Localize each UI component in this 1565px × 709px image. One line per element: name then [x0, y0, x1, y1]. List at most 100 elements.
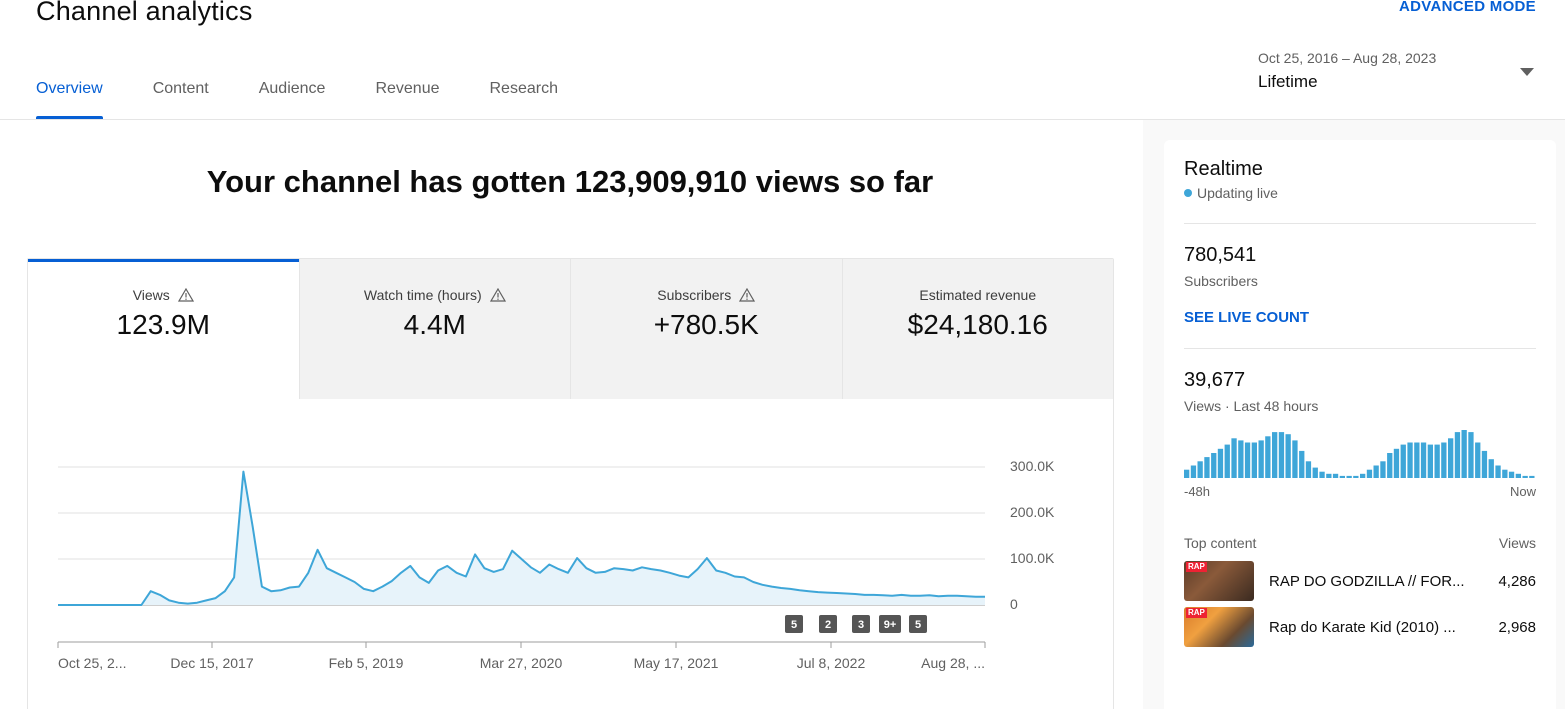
- realtime-bar: [1197, 461, 1203, 478]
- metric-tab-estimated-revenue[interactable]: Estimated revenue $24,180.16: [841, 259, 1113, 399]
- realtime-bar: [1272, 432, 1278, 478]
- y-tick-label: 200.0K: [1010, 504, 1055, 520]
- tab-audience[interactable]: Audience: [258, 80, 326, 97]
- annotation-marker[interactable]: 3: [852, 615, 870, 633]
- annotation-marker[interactable]: 9+: [879, 615, 901, 633]
- metric-label: Views: [132, 287, 170, 303]
- realtime-title: Realtime: [1184, 158, 1263, 180]
- realtime-bar: [1529, 475, 1535, 478]
- video-thumbnail: RAP: [1184, 561, 1254, 601]
- metric-value: 123.9M: [116, 309, 210, 340]
- series-line: [58, 470, 985, 606]
- see-live-count-button[interactable]: SEE LIVE COUNT: [1184, 309, 1310, 326]
- realtime-bar: [1380, 461, 1386, 478]
- mini-axis-start: -48h: [1184, 484, 1211, 499]
- analytics-tabs: Overview Content Audience Revenue Resear…: [36, 70, 608, 119]
- date-range-text: Oct 25, 2016 – Aug 28, 2023: [1258, 50, 1437, 66]
- warning-icon: [177, 288, 194, 302]
- annotation-marker[interactable]: 5: [785, 615, 803, 633]
- realtime-bar: [1366, 469, 1373, 478]
- date-range-picker[interactable]: Oct 25, 2016 – Aug 28, 2023 Lifetime: [1258, 50, 1548, 92]
- x-tick-label: Jul 8, 2022: [797, 655, 866, 671]
- video-thumbnail: RAP: [1184, 607, 1254, 647]
- realtime-bar: [1231, 438, 1237, 478]
- realtime-bar: [1204, 457, 1210, 478]
- realtime-bar: [1360, 473, 1366, 478]
- svg-text:2: 2: [825, 619, 831, 631]
- metric-label: Estimated revenue: [919, 287, 1037, 303]
- realtime-bar: [1393, 448, 1400, 478]
- realtime-bar: [1251, 442, 1257, 478]
- top-content-views-label: Views: [1498, 535, 1536, 551]
- tab-revenue[interactable]: Revenue: [375, 80, 440, 97]
- realtime-bar: [1468, 432, 1474, 478]
- divider: [1184, 223, 1536, 224]
- views-line-chart[interactable]: 300.0K 200.0K 100.0K 0 5 2 3 9+ 5 Oct 25, 2... Dec…: [28, 399, 1115, 709]
- metrics-card: Views 123.9M Watch time (hours) 4.4M Sub…: [27, 258, 1114, 709]
- realtime-bar: [1211, 453, 1217, 478]
- realtime-bar: [1414, 442, 1420, 478]
- warning-icon: [489, 288, 506, 302]
- realtime-card: Realtime Updating live 780,541 Subscribe…: [1164, 140, 1556, 709]
- realtime-bar: [1475, 442, 1481, 478]
- realtime-bar: [1299, 450, 1305, 478]
- realtime-bar: [1373, 465, 1379, 478]
- realtime-bar: [1238, 440, 1244, 478]
- realtime-bar: [1244, 442, 1251, 478]
- realtime-bar: [1420, 442, 1427, 478]
- x-tick-label: Aug 28, ...: [921, 655, 985, 671]
- mini-axis-end: Now: [1509, 484, 1536, 499]
- realtime-bar: [1508, 471, 1515, 478]
- y-tick-label: 0: [1010, 596, 1018, 612]
- realtime-bar: [1258, 440, 1264, 478]
- svg-text:5: 5: [915, 619, 921, 631]
- realtime-views-bar-chart[interactable]: [1184, 428, 1536, 478]
- metric-value: +780.5K: [653, 309, 759, 340]
- top-content-item[interactable]: RAP Rap do Karate Kid (2010) ... 2,968: [1184, 607, 1536, 647]
- live-status-text: Updating live: [1197, 185, 1278, 201]
- realtime-bar: [1448, 438, 1454, 478]
- realtime-bar: [1346, 475, 1352, 478]
- video-views: 4,286: [1498, 572, 1536, 590]
- metric-tab-watch-time[interactable]: Watch time (hours) 4.4M: [298, 259, 570, 399]
- tab-content[interactable]: Content: [152, 80, 209, 97]
- dropdown-caret-icon: [1520, 68, 1534, 76]
- warning-icon: [739, 288, 756, 302]
- metric-tab-views[interactable]: Views 123.9M: [28, 259, 299, 399]
- annotation-marker[interactable]: 5: [909, 615, 927, 633]
- realtime-bar: [1332, 473, 1339, 478]
- svg-text:9+: 9+: [884, 619, 897, 631]
- x-tick-label: Mar 27, 2020: [480, 655, 563, 671]
- realtime-bar: [1454, 432, 1461, 478]
- realtime-views: 39,677: [1184, 369, 1246, 391]
- realtime-views-label: Views · Last 48 hours: [1184, 398, 1319, 414]
- date-range-label: Lifetime: [1258, 72, 1318, 91]
- x-tick-label: Feb 5, 2019: [329, 655, 404, 671]
- advanced-mode-button[interactable]: ADVANCED MODE: [1399, 0, 1536, 15]
- y-tick-label: 100.0K: [1010, 550, 1055, 566]
- realtime-bar: [1502, 469, 1508, 478]
- page-title: Channel analytics: [36, 0, 253, 26]
- realtime-bar: [1319, 471, 1325, 478]
- tab-research[interactable]: Research: [489, 80, 558, 97]
- realtime-bar: [1427, 444, 1433, 478]
- realtime-bar: [1387, 453, 1393, 478]
- realtime-bar: [1515, 473, 1521, 478]
- realtime-bar: [1292, 440, 1298, 478]
- metric-value: 4.4M: [403, 309, 466, 340]
- realtime-bar: [1224, 444, 1230, 478]
- tab-overview[interactable]: Overview: [36, 70, 103, 119]
- top-content-item[interactable]: RAP RAP DO GODZILLA // FOR... 4,286: [1184, 561, 1536, 601]
- metric-label: Watch time (hours): [363, 287, 482, 303]
- metric-value: $24,180.16: [907, 309, 1048, 340]
- video-views: 2,968: [1498, 618, 1536, 636]
- realtime-bar: [1326, 473, 1332, 478]
- realtime-bar: [1339, 475, 1345, 478]
- metric-tab-subscribers[interactable]: Subscribers +780.5K: [570, 259, 842, 399]
- realtime-bar: [1217, 448, 1224, 478]
- realtime-bar: [1353, 475, 1359, 478]
- annotation-marker[interactable]: 2: [819, 615, 837, 633]
- realtime-bar: [1441, 442, 1447, 478]
- realtime-bar: [1495, 465, 1501, 478]
- series-area: [58, 471, 985, 605]
